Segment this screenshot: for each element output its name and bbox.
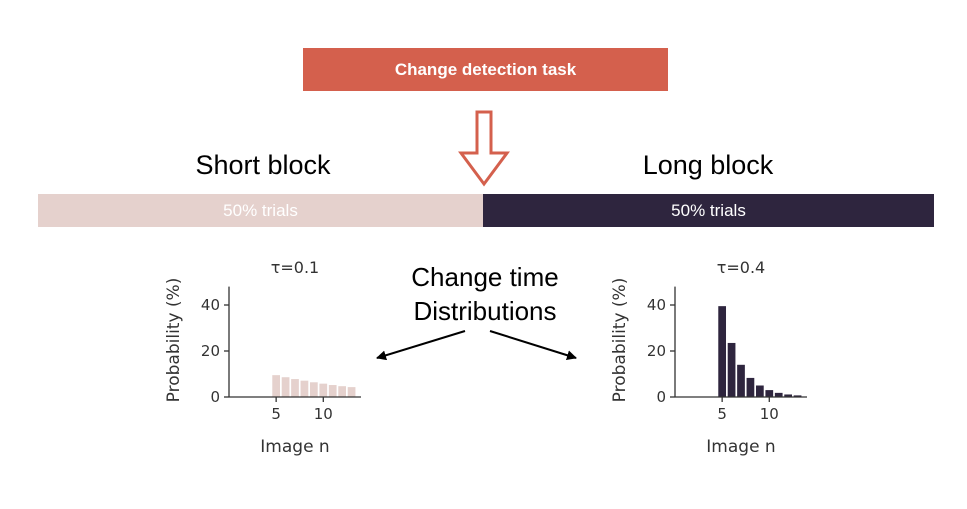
bar (319, 383, 328, 397)
y-axis-label: Probability (%) (610, 278, 630, 403)
bar (718, 306, 727, 397)
x-tick-label: 5 (271, 405, 281, 423)
short-block-bar: 50% trials (38, 194, 483, 227)
long-trials-label: 50% trials (671, 200, 746, 220)
bar (746, 377, 755, 397)
bar (328, 385, 337, 397)
x-axis-label: Image n (260, 437, 329, 457)
center-label-line1: Change time (411, 262, 559, 292)
task-label: Change detection task (394, 59, 577, 79)
bar (300, 380, 309, 397)
y-tick-label: 20 (647, 342, 666, 360)
chart-title: τ=0.4 (717, 258, 765, 277)
short-trials-label: 50% trials (223, 200, 298, 220)
y-tick-label: 0 (656, 388, 666, 406)
bar (347, 387, 356, 397)
bar (272, 375, 281, 397)
short-block-title: Short block (195, 150, 331, 180)
y-tick-label: 40 (201, 296, 220, 314)
arrow-to-short-chart (376, 330, 466, 361)
x-tick-label: 10 (760, 405, 779, 423)
bar (784, 394, 793, 397)
bar (793, 395, 802, 397)
bar (765, 390, 774, 397)
bar (291, 379, 299, 397)
change-time-distributions-label: Change time Distributions (380, 260, 590, 328)
x-axis-label: Image n (706, 437, 775, 457)
arrow-to-long-chart (489, 330, 577, 361)
y-axis-label: Probability (%) (164, 278, 184, 403)
x-tick-label: 5 (717, 405, 727, 423)
task-box: Change detection task (303, 48, 668, 91)
bar (737, 364, 745, 397)
center-label-line2: Distributions (413, 296, 557, 326)
long-block-bar: 50% trials (483, 194, 934, 227)
x-tick-label: 10 (314, 405, 333, 423)
y-tick-label: 20 (201, 342, 220, 360)
bar (338, 386, 347, 397)
bar (727, 342, 736, 397)
bar (309, 382, 318, 397)
bar (281, 377, 290, 397)
long-block-title: Long block (642, 150, 774, 180)
bar (755, 385, 764, 397)
y-tick-label: 40 (647, 296, 666, 314)
chart-title: τ=0.1 (271, 258, 319, 277)
y-tick-label: 0 (210, 388, 220, 406)
bar (774, 392, 783, 397)
down-arrow-icon (458, 110, 510, 187)
